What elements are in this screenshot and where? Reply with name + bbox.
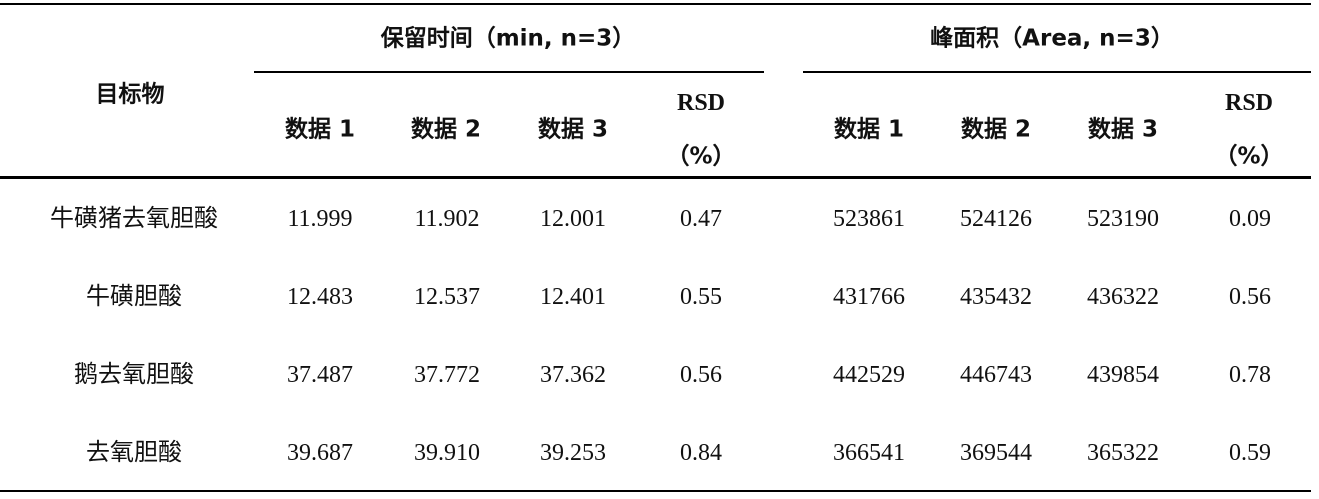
row-name: 牛磺猪去氧胆酸 xyxy=(50,204,218,232)
area-rsd: 0.09 xyxy=(1229,206,1271,232)
area-data1: 366541 xyxy=(833,440,905,466)
col-header-rt-data1: 数据 1 xyxy=(284,116,356,143)
rt-data3: 39.253 xyxy=(540,440,606,466)
rt-rsd: 0.56 xyxy=(680,362,722,388)
rt-data2: 39.910 xyxy=(414,440,480,466)
area-data2: 524126 xyxy=(960,206,1032,232)
rt-rsd: 0.47 xyxy=(680,206,722,232)
rt-data2: 11.902 xyxy=(414,206,480,232)
group-header-peak-area: 峰面积（Area, n=3） xyxy=(930,25,1174,52)
rt-data1: 11.999 xyxy=(287,206,353,232)
area-rsd: 0.56 xyxy=(1229,284,1271,310)
rt-rsd: 0.55 xyxy=(680,284,722,310)
rt-data2: 37.772 xyxy=(414,362,480,388)
row-name: 去氧胆酸 xyxy=(86,438,182,466)
area-data2: 446743 xyxy=(960,362,1032,388)
area-data3: 436322 xyxy=(1087,284,1159,310)
retention-group-rule xyxy=(254,71,764,73)
table-bottom-rule xyxy=(0,490,1311,492)
col-header-rt-data3: 数据 3 xyxy=(537,116,609,143)
area-rsd: 0.78 xyxy=(1229,362,1271,388)
row-name: 鹅去氧胆酸 xyxy=(74,360,194,388)
area-data3: 439854 xyxy=(1087,362,1159,388)
area-data2: 435432 xyxy=(960,284,1032,310)
col-header-area-rsd-unit: （%） xyxy=(1214,143,1284,170)
col-header-area-data3: 数据 3 xyxy=(1087,116,1159,143)
row-header-target: 目标物 xyxy=(95,81,165,108)
rt-data3: 12.001 xyxy=(540,206,606,232)
col-header-area-rsd: RSD xyxy=(1224,90,1274,116)
row-name: 牛磺胆酸 xyxy=(86,282,182,310)
rt-rsd: 0.84 xyxy=(680,440,722,466)
rt-data1: 37.487 xyxy=(287,362,353,388)
col-header-rt-data2: 数据 2 xyxy=(410,116,482,143)
col-header-rt-rsd-unit: （%） xyxy=(666,143,736,170)
area-data3: 523190 xyxy=(1087,206,1159,232)
area-group-rule xyxy=(803,71,1311,73)
header-bottom-rule xyxy=(0,176,1311,179)
rt-data1: 12.483 xyxy=(287,284,353,310)
group-header-retention-time: 保留时间（min, n=3） xyxy=(380,25,636,52)
col-header-rt-rsd: RSD xyxy=(676,90,726,116)
area-data1: 523861 xyxy=(833,206,905,232)
area-data1: 431766 xyxy=(833,284,905,310)
area-rsd: 0.59 xyxy=(1229,440,1271,466)
area-data2: 369544 xyxy=(960,440,1032,466)
rt-data3: 12.401 xyxy=(540,284,606,310)
rt-data3: 37.362 xyxy=(540,362,606,388)
col-header-area-data1: 数据 1 xyxy=(833,116,905,143)
rt-data2: 12.537 xyxy=(414,284,480,310)
col-header-area-data2: 数据 2 xyxy=(960,116,1032,143)
area-data3: 365322 xyxy=(1087,440,1159,466)
area-data1: 442529 xyxy=(833,362,905,388)
table-top-rule xyxy=(0,3,1311,5)
rt-data1: 39.687 xyxy=(287,440,353,466)
